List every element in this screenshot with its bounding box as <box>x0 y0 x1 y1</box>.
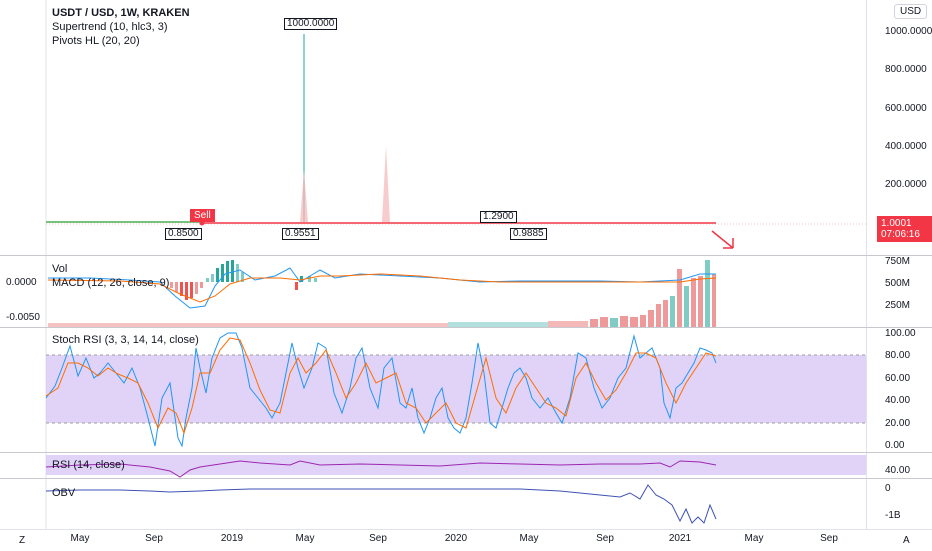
time-tick: May <box>519 533 539 544</box>
macd-tick: 0.0000 <box>6 277 37 288</box>
price-chart[interactable] <box>0 0 932 255</box>
macd-chart <box>45 256 717 327</box>
time-tick: Sep <box>820 533 838 544</box>
time-tick: 2020 <box>444 533 468 544</box>
volume-tick: 250M <box>885 300 911 311</box>
vol-label[interactable]: Vol <box>52 263 68 275</box>
rsi-label[interactable]: RSI (14, close) <box>52 459 125 471</box>
volume-bars <box>48 260 716 327</box>
price-tick: 600.0000 <box>885 103 927 114</box>
time-tick: Sep <box>369 533 387 544</box>
macd-histogram <box>170 260 317 300</box>
pivot-high-label: 1000.0000 <box>284 18 338 30</box>
rsi-chart <box>45 453 866 478</box>
time-tick: 2019 <box>220 533 244 544</box>
stoch-tick: 60.00 <box>885 373 911 384</box>
time-tick: May <box>295 533 315 544</box>
pivot-low-3: 0.9885 <box>510 228 547 240</box>
volume-tick: 750M <box>885 256 911 267</box>
sell-signal-badge: Sell <box>190 209 215 222</box>
stoch-k-line <box>45 332 717 448</box>
obv-tick: -1B <box>885 510 901 521</box>
time-tick: May <box>70 533 90 544</box>
pane-separator[interactable] <box>0 478 932 479</box>
volume-scale[interactable]: 750M 500M 250M <box>866 256 932 327</box>
stoch-tick: 100.00 <box>885 328 916 339</box>
obv-tick: 0 <box>885 483 891 494</box>
pivots-legend[interactable]: Pivots HL (20, 20) <box>52 35 140 47</box>
stoch-scale[interactable]: 100.00 80.00 60.00 40.00 20.00 0.00 <box>866 328 932 452</box>
supertrend-legend[interactable]: Supertrend (10, hlc3, 3) <box>52 21 168 33</box>
stoch-rsi-label[interactable]: Stoch RSI (3, 3, 14, 14, close) <box>52 334 199 346</box>
zoom-button[interactable]: Z <box>19 535 26 546</box>
obv-scale[interactable]: 0 -1B <box>866 479 932 529</box>
auto-scale-button[interactable]: A <box>903 535 910 546</box>
volume-tick: 500M <box>885 278 911 289</box>
stoch-rsi-chart <box>45 328 866 452</box>
pane-separator[interactable] <box>0 327 932 328</box>
macd-tick: -0.0050 <box>6 312 40 323</box>
sell-arrow-icon <box>711 230 734 249</box>
macd-label[interactable]: MACD (12, 26, close, 9) <box>52 277 170 289</box>
rsi-tick: 40.00 <box>885 465 911 476</box>
pivot-low-1: 0.8500 <box>165 228 202 240</box>
macd-signal-line <box>47 273 717 303</box>
pane-separator[interactable] <box>0 255 932 256</box>
obv-line <box>45 484 717 524</box>
symbol-title[interactable]: USDT / USD, 1W, KRAKEN <box>52 7 190 19</box>
stoch-tick: 80.00 <box>885 350 911 361</box>
stoch-tick: 40.00 <box>885 395 911 406</box>
obv-pane[interactable]: OBV 0 -1B <box>0 479 932 529</box>
price-spike-area-1 <box>300 170 308 222</box>
stoch-rsi-pane[interactable]: Stoch RSI (3, 3, 14, 14, close) 100.00 8… <box>0 328 932 452</box>
rsi-pane[interactable]: RSI (14, close) 40.00 <box>0 453 932 478</box>
pivot-mid-label: 1.2900 <box>480 211 517 223</box>
time-tick: Sep <box>145 533 163 544</box>
currency-button[interactable]: USD <box>894 4 928 19</box>
price-tick: 400.0000 <box>885 141 927 152</box>
stoch-d-line <box>45 337 717 435</box>
price-pane[interactable]: USDT / USD, 1W, KRAKEN Supertrend (10, h… <box>0 0 932 255</box>
time-tick: Sep <box>596 533 614 544</box>
stoch-tick: 0.00 <box>885 440 905 451</box>
price-scale[interactable]: 1000.0000 800.0000 600.0000 400.0000 200… <box>866 0 932 255</box>
price-tick: 1000.0000 <box>885 26 932 37</box>
time-tick: 2021 <box>668 533 692 544</box>
time-axis[interactable] <box>0 529 932 551</box>
price-tick: 800.0000 <box>885 64 927 75</box>
obv-chart <box>45 479 717 529</box>
macd-pane[interactable]: Vol MACD (12, 26, close, 9) 0.0000 -0.00… <box>0 256 932 327</box>
last-price-badge: 1.0001 07:06:16 <box>877 216 932 242</box>
rsi-scale[interactable]: 40.00 <box>866 453 932 478</box>
price-spike-area-2 <box>382 146 390 222</box>
price-tick: 200.0000 <box>885 179 927 190</box>
stoch-tick: 20.00 <box>885 418 911 429</box>
rsi-line <box>45 460 717 478</box>
stoch-band <box>46 355 866 423</box>
obv-label[interactable]: OBV <box>52 487 76 499</box>
pivot-low-2: 0.9551 <box>282 228 319 240</box>
time-tick: May <box>744 533 764 544</box>
pane-separator[interactable] <box>0 452 932 453</box>
